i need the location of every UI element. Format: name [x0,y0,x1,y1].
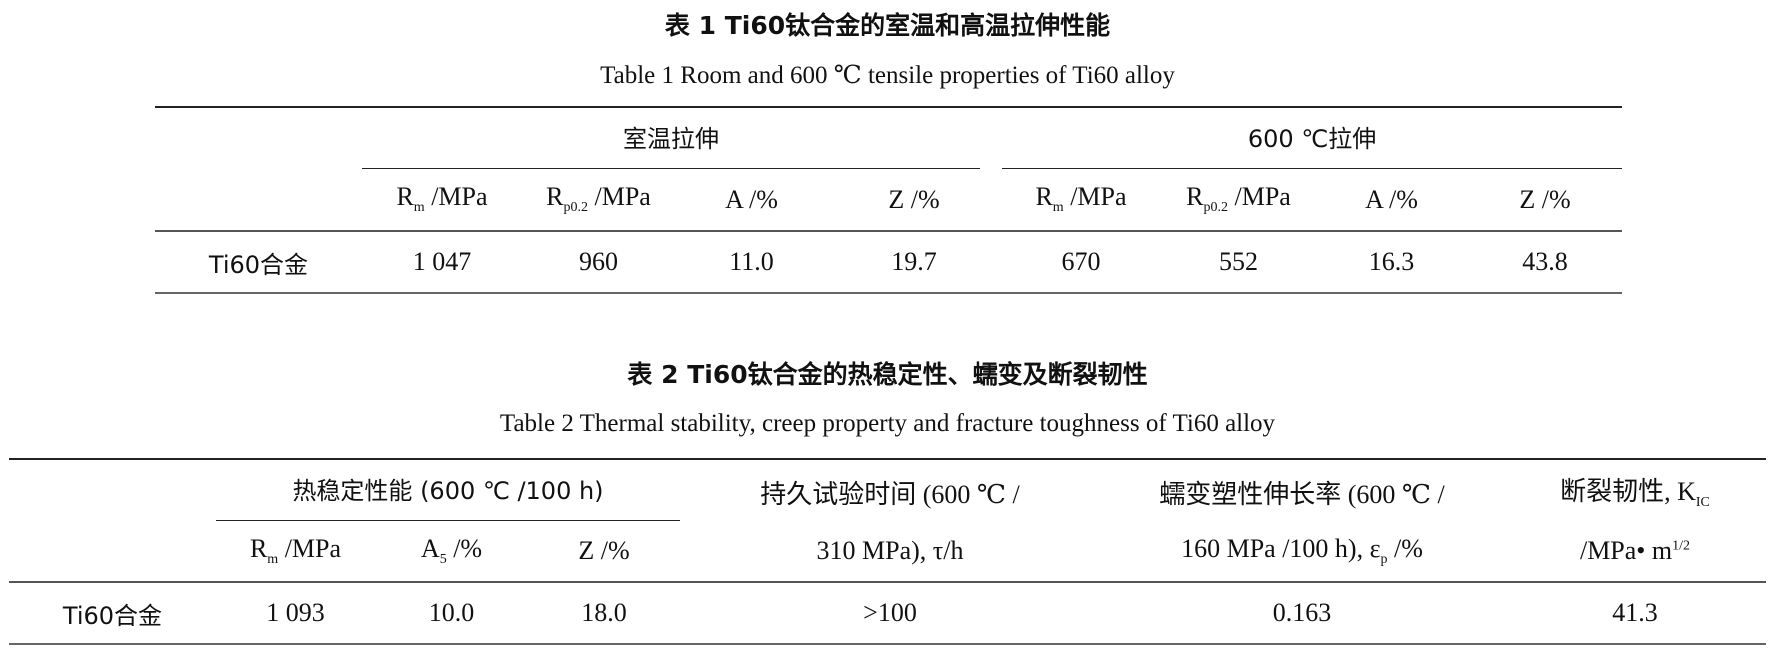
cell: 670 [1061,247,1101,276]
cell: 10.0 [428,598,475,627]
col-header: Z /% [578,536,630,565]
group-thermal-stability: 热稳定性能 (600 ℃ /100 h) [216,471,680,521]
col-header: Rm /MPa [396,182,488,216]
col-toughness-line1: 断裂韧性, KIC [1560,476,1710,510]
cell: 18.0 [581,598,627,627]
col-header: Rm /MPa [1035,182,1127,216]
cell: 0.163 [1272,598,1332,627]
col-header: Rp0.2 /MPa [546,182,651,216]
table-row: Ti60合金 1 047 960 11.0 19.7 670 552 16.3 … [155,231,1623,293]
col-creep-line2: 160 MPa /100 h), εp /% [1181,533,1423,568]
col-header: A /% [1365,184,1418,214]
table1-title-cn: 表 1 Ti60钛合金的室温和高温拉伸性能 [664,11,1111,40]
col-creep-line1: 蠕变塑性伸长率 (600 ℃ / [1159,480,1445,509]
cell: 1 093 [266,598,325,627]
col-header: Rm /MPa [249,533,342,568]
group-room-temp: 室温拉伸 [362,119,980,169]
table2-title-en: Table 2 Thermal stability, creep propert… [499,410,1276,437]
table2-title-cn: 表 2 Ti60钛合金的热稳定性、蠕变及断裂韧性 [627,360,1148,389]
col-endurance-line1: 持久试验时间 (600 ℃ / [760,480,1020,509]
col-header: A /% [725,184,778,214]
cell: 552 [1219,247,1258,276]
row-label: Ti60合金 [62,601,163,630]
col-header: A5 /% [420,533,483,568]
col-header: Z /% [888,184,940,214]
group-600c: 600 ℃拉伸 [1002,119,1623,169]
cell: 43.8 [1522,247,1568,276]
cell: 960 [579,247,618,276]
cell: 19.7 [891,247,937,276]
col-endurance-line2: 310 MPa), τ/h [816,536,964,565]
col-header: Rp0.2 /MPa [1186,182,1291,216]
row-label: Ti60合金 [208,250,309,279]
cell: 41.3 [1612,598,1658,627]
table2: 热稳定性能 (600 ℃ /100 h) 持久试验时间 (600 ℃ / 蠕变塑… [9,458,1766,645]
table-row: Ti60合金 1 093 10.0 18.0 >100 0.163 41.3 [9,582,1766,644]
col-toughness-line2: /MPa• m1/2 [1579,536,1691,565]
cell: 1 047 [412,247,472,276]
cell: >100 [863,598,917,627]
cell: 11.0 [729,247,774,276]
table1: 室温拉伸 600 ℃拉伸 Rm /MPa Rp0.2 /MPa A /% Z /… [155,106,1623,294]
cell: 16.3 [1368,247,1415,276]
table1-title-en: Table 1 Room and 600 ℃ tensile propertie… [600,62,1175,89]
col-header: Z /% [1519,184,1571,214]
